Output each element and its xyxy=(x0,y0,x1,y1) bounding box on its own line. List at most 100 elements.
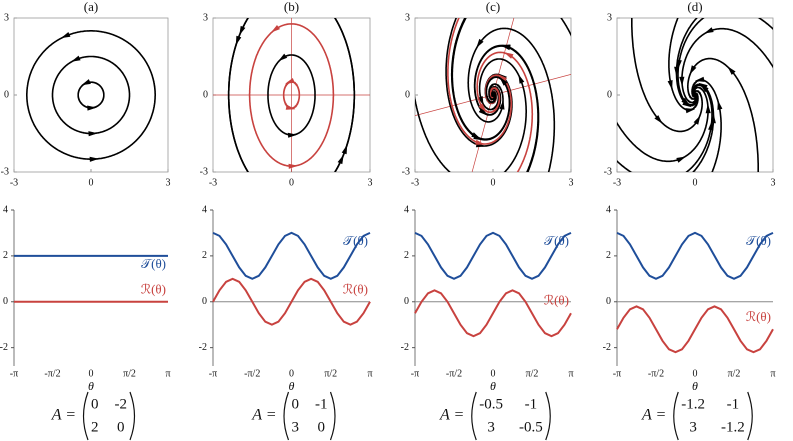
x-tick-label: -π xyxy=(613,368,621,379)
direction-arrow xyxy=(676,156,686,163)
direction-arrow xyxy=(471,132,481,139)
direction-arrow xyxy=(499,100,505,110)
matrix-entry: 0 xyxy=(292,396,300,412)
x-tick-label: 3 xyxy=(771,177,776,188)
matrix-entry: 0 xyxy=(117,419,125,435)
matrix-label: A = xyxy=(251,407,276,424)
trajectory xyxy=(451,18,571,140)
y-tick-label: -3 xyxy=(604,166,612,177)
y-tick-label: 3 xyxy=(607,12,612,23)
trajectory xyxy=(282,80,301,110)
direction-arrow xyxy=(87,105,97,111)
x-axis-label: θ xyxy=(692,379,698,393)
x-tick-label: -π xyxy=(209,368,217,379)
direction-arrow xyxy=(518,74,525,84)
direction-arrow xyxy=(288,163,298,169)
panel-title: (b) xyxy=(284,0,299,14)
y-tick-label: -3 xyxy=(402,166,410,177)
panel-title: (c) xyxy=(486,0,500,14)
x-tick-label: 0 xyxy=(491,368,496,379)
y-tick-label: 0 xyxy=(4,89,9,100)
y-tick-label: -2 xyxy=(199,342,207,353)
matrix-label: A = xyxy=(51,407,76,424)
panel-title: (d) xyxy=(687,0,702,14)
matrix-entry: 3 xyxy=(487,419,495,435)
series-label: 𝒯(θ) xyxy=(343,233,368,248)
trajectory xyxy=(692,83,715,172)
direction-arrow xyxy=(674,66,680,77)
phase-portrait xyxy=(26,30,156,162)
y-tick-label: 0 xyxy=(404,296,409,307)
trajectory xyxy=(675,18,698,107)
direction-arrow xyxy=(60,32,71,39)
direction-arrow xyxy=(682,100,692,108)
matrix-paren xyxy=(82,391,89,441)
series-label: ℛ(θ) xyxy=(141,281,166,296)
series-label: 𝒯(θ) xyxy=(544,233,569,248)
direction-arrow xyxy=(89,156,99,162)
direction-arrow xyxy=(287,132,298,138)
direction-arrow xyxy=(694,76,705,82)
direction-arrow xyxy=(710,113,716,124)
matrix-paren xyxy=(747,391,753,441)
y-tick-label: 2 xyxy=(202,250,207,261)
x-tick-label: 3 xyxy=(166,177,171,188)
y-tick-label: 3 xyxy=(405,12,410,23)
direction-arrow xyxy=(679,76,685,87)
y-tick-label: 0 xyxy=(606,296,611,307)
trajectory xyxy=(267,54,316,136)
direction-arrow xyxy=(478,107,488,116)
x-tick-label: -π/2 xyxy=(446,368,462,379)
x-tick-label: -π/2 xyxy=(244,368,260,379)
y-tick-label: 0 xyxy=(202,296,207,307)
trajectory xyxy=(476,51,534,172)
x-tick-label: -3 xyxy=(209,177,217,188)
y-tick-label: 0 xyxy=(203,89,208,100)
x-tick-label: -3 xyxy=(411,177,419,188)
x-tick-label: 0 xyxy=(289,177,294,188)
direction-arrow xyxy=(285,78,295,84)
y-tick-label: 2 xyxy=(3,250,8,261)
matrix-entry: -1 xyxy=(727,396,740,412)
x-tick-label: π xyxy=(367,368,372,379)
direction-arrow xyxy=(705,103,711,114)
trajectory xyxy=(415,58,527,172)
direction-arrow xyxy=(271,25,280,33)
y-tick-label: 4 xyxy=(3,204,8,215)
panel-title: (a) xyxy=(84,0,98,14)
trajectory xyxy=(26,30,156,160)
x-tick-label: π/2 xyxy=(728,368,741,379)
x-tick-label: 3 xyxy=(569,177,574,188)
matrix-entry: 3 xyxy=(689,419,697,435)
direction-arrow xyxy=(685,108,696,114)
direction-arrow xyxy=(81,79,91,86)
y-tick-label: -3 xyxy=(200,166,208,177)
direction-arrow xyxy=(704,27,714,34)
x-tick-label: 0 xyxy=(693,177,698,188)
series-label: 𝒯(θ) xyxy=(746,233,771,248)
y-tick-label: 0 xyxy=(405,89,410,100)
trajectory xyxy=(450,18,511,141)
matrix-paren xyxy=(129,391,136,441)
direction-arrow xyxy=(667,80,673,90)
y-tick-label: 3 xyxy=(203,12,208,23)
series-label: ℛ(θ) xyxy=(544,293,569,308)
y-tick-label: 3 xyxy=(4,12,9,23)
matrix-paren xyxy=(673,391,679,441)
matrix-entry: -0.5 xyxy=(519,419,543,435)
matrix-paren xyxy=(329,391,336,441)
direction-arrow xyxy=(504,52,514,59)
direction-arrow xyxy=(727,66,736,75)
x-tick-label: π/2 xyxy=(123,368,136,379)
x-tick-label: -π/2 xyxy=(648,368,664,379)
series-line xyxy=(616,231,774,280)
x-tick-label: π/2 xyxy=(526,368,539,379)
x-tick-label: 0 xyxy=(89,177,94,188)
matrix-entry: -1 xyxy=(315,396,328,412)
trajectory xyxy=(467,27,556,172)
x-tick-label: π xyxy=(165,368,170,379)
x-tick-label: 0 xyxy=(491,177,496,188)
x-tick-label: 0 xyxy=(289,368,294,379)
x-tick-label: -3 xyxy=(10,177,18,188)
